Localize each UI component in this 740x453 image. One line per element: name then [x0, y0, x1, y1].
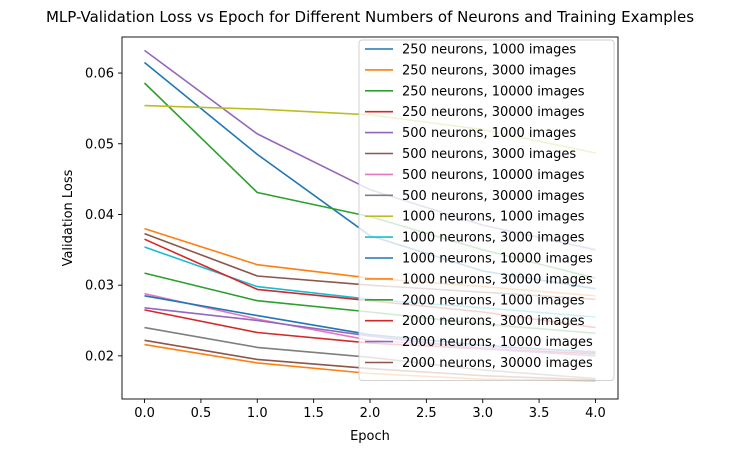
x-tick-label: 2.0: [360, 406, 381, 421]
legend-label: 1000 neurons, 3000 images: [402, 231, 585, 246]
legend: 250 neurons, 1000 images 250 neurons, 300…: [358, 39, 615, 381]
legend-label: 2000 neurons, 30000 images: [402, 356, 593, 371]
y-tick-label: 0.03: [85, 279, 114, 294]
x-axis-label: Epoch: [350, 429, 390, 444]
x-tick-label: 4.0: [585, 406, 606, 421]
legend-label: 500 neurons, 1000 images: [402, 126, 576, 141]
x-tick-label: 0.5: [191, 406, 212, 421]
y-tick-label: 0.04: [85, 208, 114, 223]
legend-label: 1000 neurons, 10000 images: [402, 252, 593, 267]
legend-label: 2000 neurons, 10000 images: [402, 335, 593, 350]
chart-title: MLP-Validation Loss vs Epoch for Differe…: [46, 8, 694, 26]
legend-label: 1000 neurons, 1000 images: [402, 210, 585, 225]
y-tick-label: 0.06: [85, 67, 114, 82]
y-tick-label: 0.02: [85, 349, 114, 364]
legend-label: 250 neurons, 1000 images: [402, 43, 576, 58]
legend-label: 500 neurons, 3000 images: [402, 147, 576, 162]
legend-label: 2000 neurons, 3000 images: [402, 314, 585, 329]
legend-label: 1000 neurons, 30000 images: [402, 272, 593, 287]
x-tick-label: 3.0: [472, 406, 493, 421]
x-tick-label: 0.0: [134, 406, 155, 421]
x-tick-label: 1.5: [303, 406, 324, 421]
y-axis-label: Validation Loss: [61, 169, 76, 266]
x-axis-ticks: 0.0 0.5 1.0 1.5 2.0 2.5 3.0 3.5 4.0: [134, 399, 606, 421]
legend-label: 500 neurons, 10000 images: [402, 168, 585, 183]
y-tick-label: 0.05: [85, 137, 114, 152]
legend-label: 2000 neurons, 1000 images: [402, 293, 585, 308]
x-tick-label: 3.5: [529, 406, 550, 421]
legend-label: 250 neurons, 3000 images: [402, 63, 576, 78]
y-axis-ticks: 0.02 0.03 0.04 0.05 0.06: [85, 67, 122, 364]
x-tick-label: 2.5: [416, 406, 437, 421]
legend-box: [358, 39, 615, 381]
legend-label: 500 neurons, 30000 images: [402, 189, 585, 204]
legend-label: 250 neurons, 10000 images: [402, 84, 585, 99]
x-tick-label: 1.0: [247, 406, 268, 421]
legend-label: 250 neurons, 30000 images: [402, 105, 585, 120]
